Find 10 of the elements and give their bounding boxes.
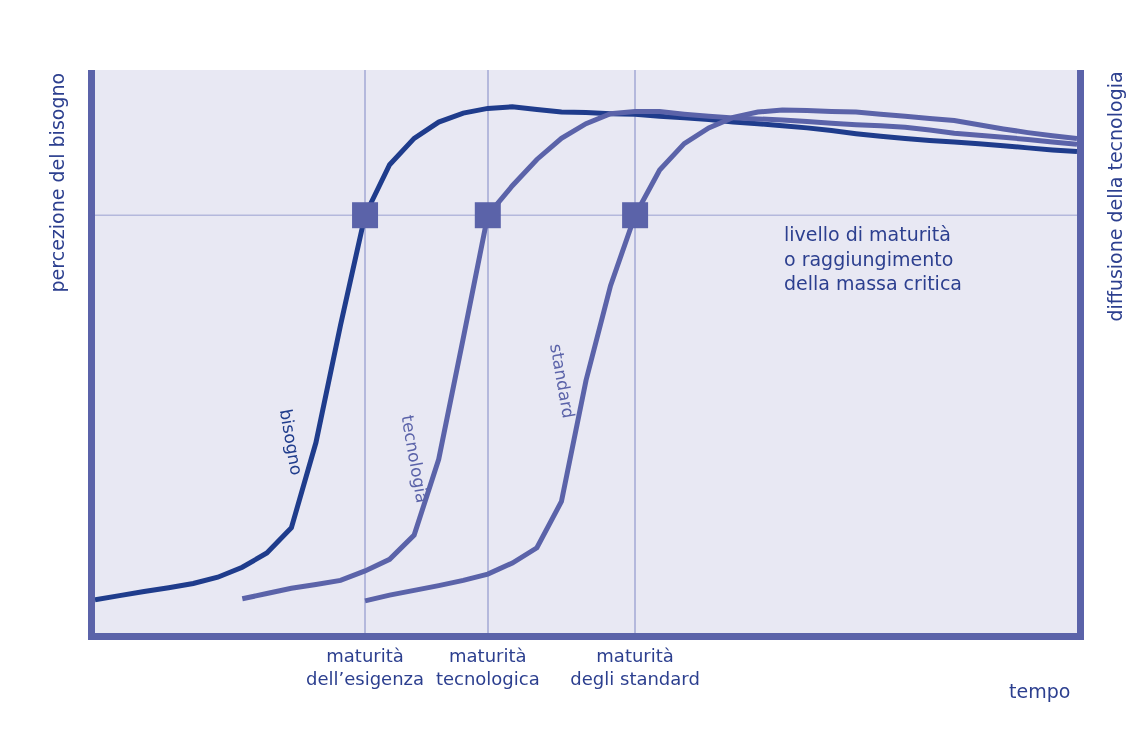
text: bisogno <box>275 407 308 477</box>
text: standard <box>546 342 579 420</box>
ref-line-label: livello di maturità o raggiungimento della massa critica <box>784 223 962 295</box>
x-axis-title: tempo <box>1009 680 1071 702</box>
text: tecnologia <box>397 413 433 505</box>
x-tick-label: maturità degli standard <box>570 644 700 689</box>
x-tick-label: maturità tecnologica <box>435 644 540 689</box>
y-axis-title: percezione del bisogno <box>46 72 69 293</box>
y2-axis-title: diffusione della tecnologia <box>1103 71 1126 322</box>
x-tick-label: maturità dell’esigenza <box>306 644 425 689</box>
